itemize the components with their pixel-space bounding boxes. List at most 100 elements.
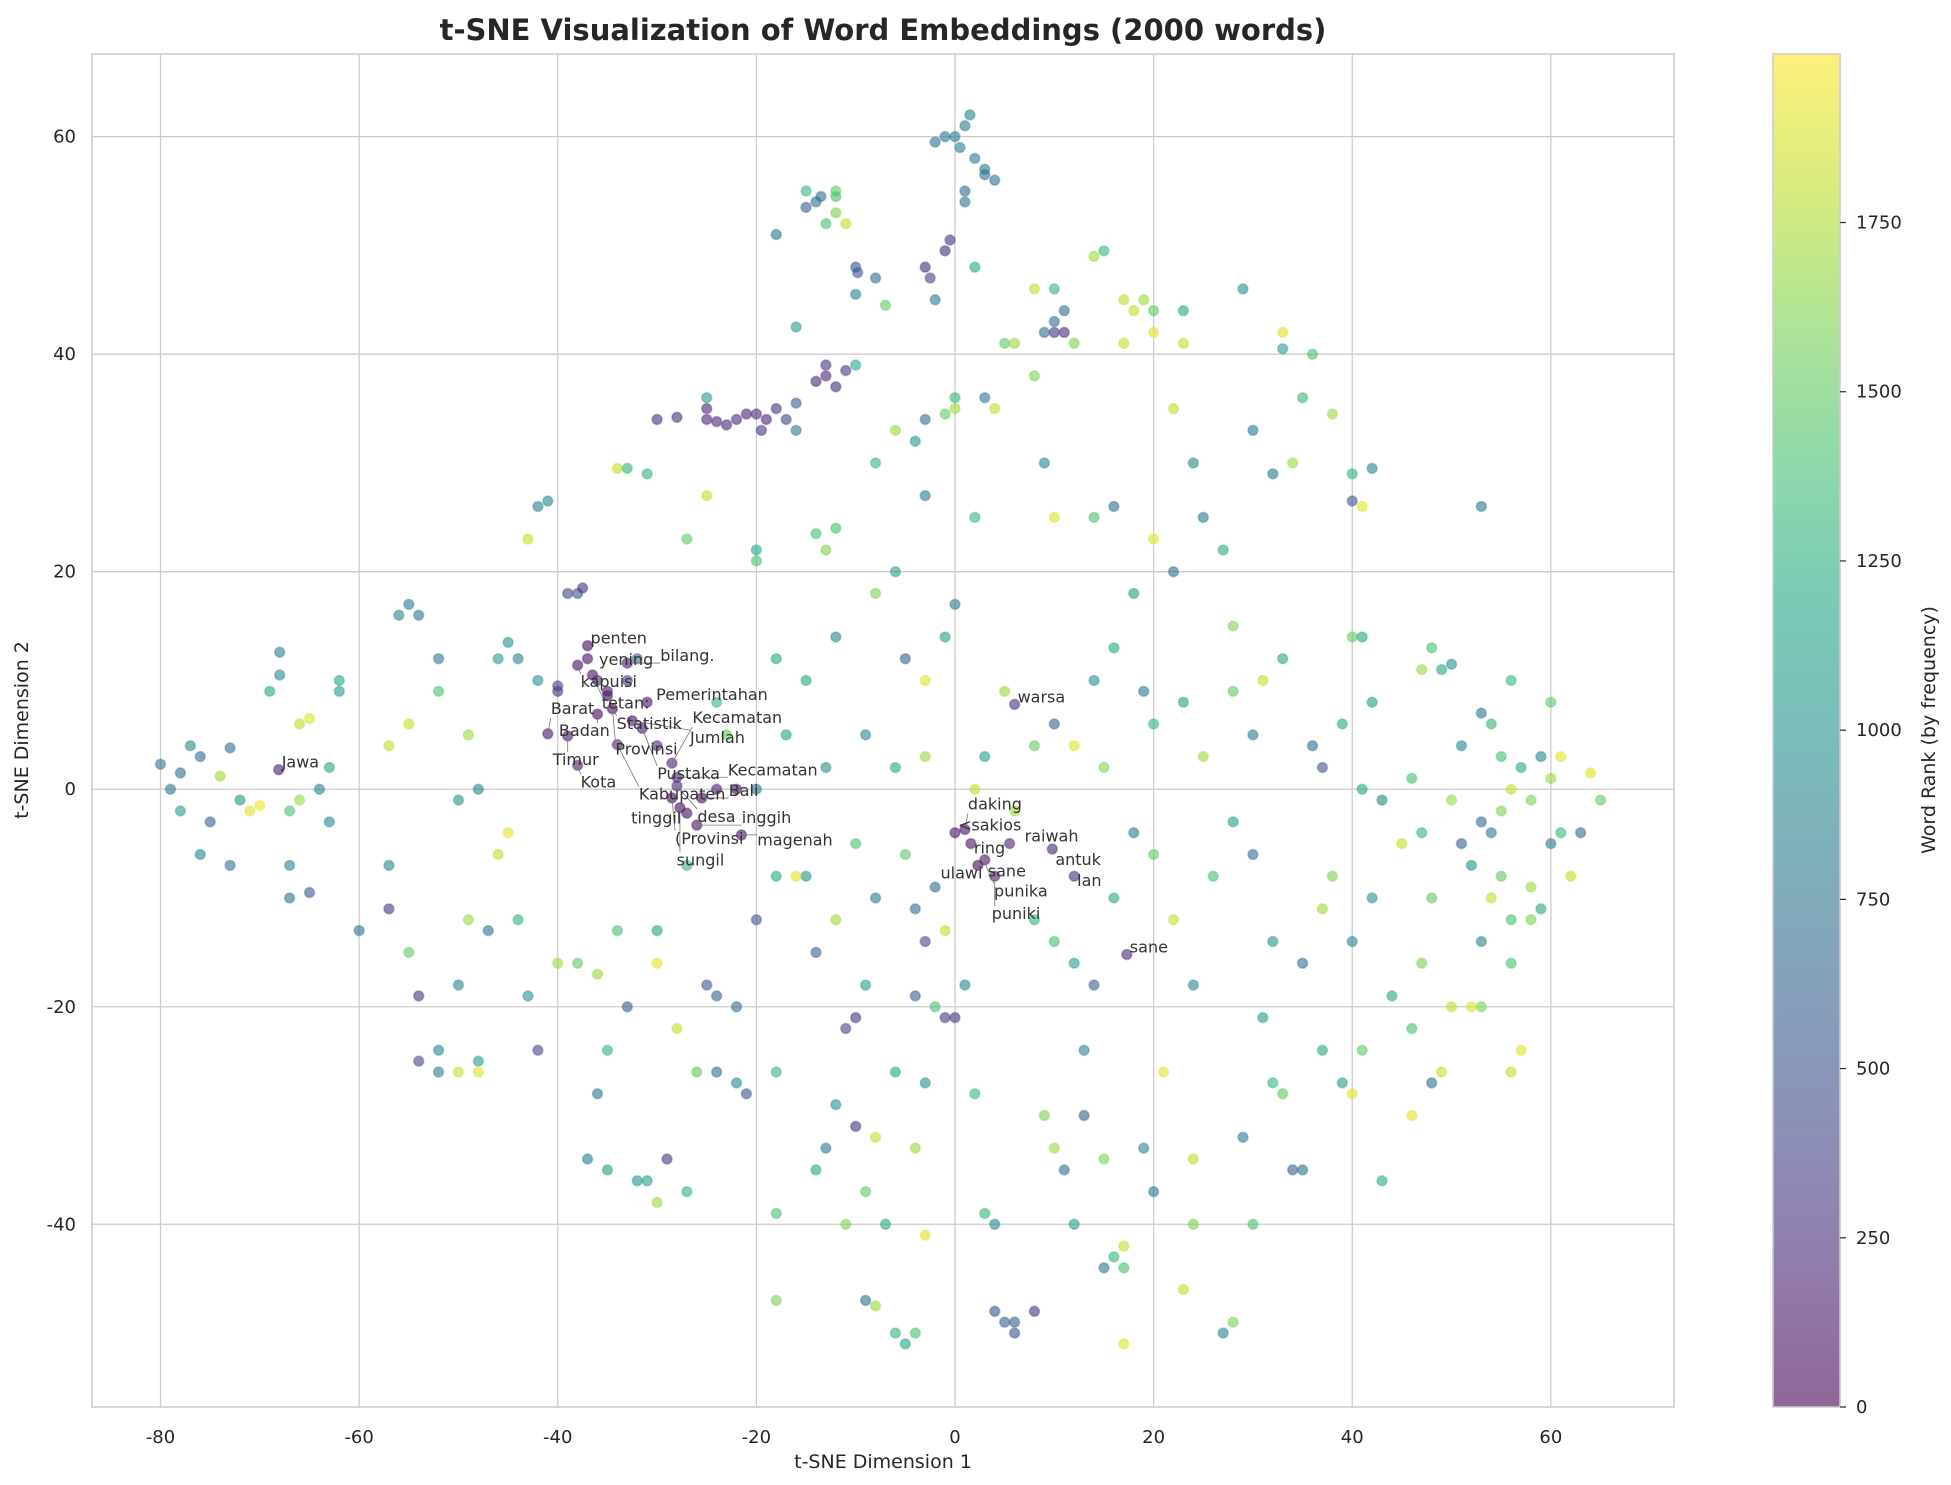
word-label: <sakios — [958, 816, 1021, 835]
data-point — [750, 408, 763, 420]
data-point — [154, 758, 167, 770]
data-point — [264, 685, 276, 698]
word-label: bilang. — [660, 646, 714, 665]
data-point — [770, 652, 782, 665]
data-point — [919, 750, 931, 763]
data-point — [1455, 739, 1468, 752]
chart-title: t-SNE Visualization of Word Embeddings (… — [440, 13, 1327, 47]
data-point — [1555, 750, 1567, 763]
label-leader-line — [671, 797, 676, 831]
data-point — [1068, 337, 1080, 350]
word-label: Barat — [551, 699, 594, 718]
data-point — [1366, 462, 1378, 475]
data-point — [1376, 1175, 1388, 1187]
data-point — [830, 631, 842, 643]
data-point — [720, 729, 733, 741]
data-point — [840, 1218, 852, 1231]
data-point — [254, 799, 266, 812]
data-point — [949, 826, 961, 839]
data-point — [924, 272, 936, 284]
data-point — [661, 1153, 673, 1165]
data-point — [770, 228, 782, 241]
data-point — [1366, 696, 1378, 708]
data-point — [1247, 848, 1259, 861]
data-point — [988, 402, 1001, 415]
data-point — [482, 924, 494, 937]
data-point — [561, 587, 574, 600]
data-point — [164, 783, 177, 795]
data-point — [1177, 1283, 1190, 1296]
data-point — [1008, 337, 1021, 350]
label-leader-line — [611, 708, 616, 742]
data-point — [1356, 631, 1368, 643]
data-point — [1485, 718, 1498, 730]
data-point — [502, 636, 514, 649]
data-point — [830, 913, 842, 926]
data-point — [1505, 674, 1517, 687]
data-point — [293, 794, 306, 806]
data-point — [1416, 826, 1428, 839]
data-point — [1038, 326, 1051, 339]
data-point — [1147, 718, 1160, 730]
data-point — [651, 413, 663, 426]
word-label: sane — [1130, 938, 1168, 957]
colorbar-tick-label: 1500 — [1856, 382, 1902, 403]
word-annotations: penten yening kapuisi bilang. tetan: Statisti… — [281, 629, 1168, 957]
data-point — [710, 990, 723, 1002]
data-point — [1425, 642, 1438, 654]
data-point — [1425, 1077, 1438, 1089]
data-point — [1237, 1131, 1249, 1144]
data-point — [840, 217, 852, 230]
data-point — [403, 598, 415, 611]
data-point — [452, 1066, 465, 1078]
label-leader-line — [984, 863, 995, 884]
data-point — [964, 109, 976, 121]
data-point — [720, 419, 733, 431]
data-point — [1475, 816, 1488, 828]
data-point — [432, 652, 445, 665]
data-point — [810, 375, 822, 388]
data-point — [1187, 457, 1200, 469]
data-point — [1505, 1066, 1517, 1078]
data-point — [1296, 1164, 1309, 1176]
data-point — [1098, 1153, 1110, 1165]
data-point — [1465, 859, 1478, 872]
x-tick-label: -40 — [543, 1427, 572, 1448]
data-point — [1118, 1338, 1130, 1350]
data-point — [1386, 990, 1398, 1002]
data-point — [830, 522, 842, 534]
data-point — [1147, 326, 1160, 339]
label-leader-line — [641, 728, 658, 767]
data-point — [621, 1001, 634, 1013]
data-point — [1584, 767, 1597, 779]
data-point — [1267, 468, 1279, 480]
data-point — [1128, 826, 1140, 839]
data-point — [1068, 870, 1080, 882]
word-label: sungil — [677, 850, 725, 869]
label-leader-lines — [547, 662, 1056, 907]
data-point — [303, 886, 316, 899]
word-label: daking — [968, 794, 1022, 813]
data-point — [512, 652, 524, 665]
data-point — [273, 646, 286, 658]
data-point — [1346, 935, 1358, 948]
data-point — [800, 201, 812, 214]
data-point — [1098, 1262, 1110, 1274]
colorbar-gradient — [1772, 53, 1841, 1408]
data-point — [1028, 370, 1041, 382]
data-point — [770, 1207, 782, 1220]
data-point — [1088, 250, 1100, 263]
data-point — [174, 767, 187, 779]
data-point — [929, 136, 941, 148]
data-point — [1485, 826, 1498, 839]
data-point — [651, 739, 663, 752]
data-point — [1376, 794, 1388, 806]
data-point — [1177, 696, 1190, 708]
data-point — [1098, 761, 1110, 774]
data-point — [815, 190, 827, 203]
data-point — [919, 935, 931, 948]
data-point — [532, 674, 544, 687]
data-point — [1366, 892, 1378, 904]
data-point — [919, 489, 931, 502]
data-point — [502, 826, 514, 839]
